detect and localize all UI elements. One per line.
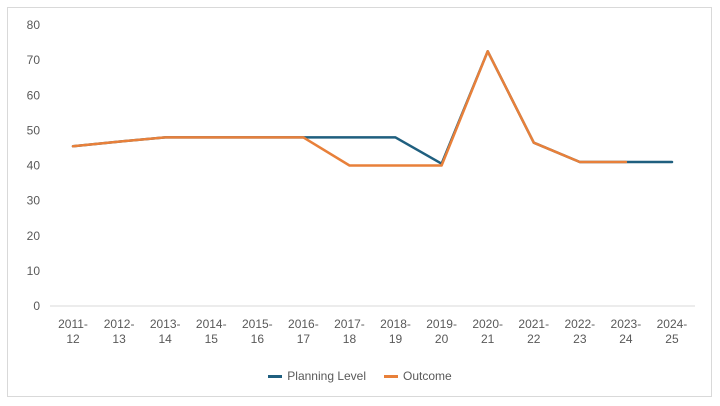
x-tick-label-line-1: 2018- xyxy=(380,317,411,331)
chart-frame xyxy=(7,7,712,397)
series-line-outcome xyxy=(71,50,628,167)
x-tick-label-line-2: 15 xyxy=(205,332,219,346)
x-tick-label-line-1: 2011- xyxy=(58,317,88,331)
legend-item-outcome: Outcome xyxy=(384,369,452,383)
x-tick-label-line-1: 2013- xyxy=(150,317,181,331)
x-tick-label-line-2: 19 xyxy=(389,332,403,346)
x-tick-label-line-2: 22 xyxy=(527,332,541,346)
x-tick-label: 2012-13 xyxy=(104,317,135,346)
x-tick-label: 2019-20 xyxy=(426,317,457,346)
x-tick-label-line-1: 2019- xyxy=(426,317,457,331)
x-tick-label: 2023-24 xyxy=(611,317,642,346)
x-tick-label-line-1: 2020- xyxy=(472,317,503,331)
legend-swatch-planning-level xyxy=(268,374,283,378)
x-tick-label-line-2: 20 xyxy=(435,332,449,346)
x-tick-label-line-1: 2022- xyxy=(564,317,595,331)
x-tick-label: 2021-22 xyxy=(518,317,549,346)
x-tick-label-line-1: 2016- xyxy=(288,317,319,331)
x-tick-label-line-1: 2015- xyxy=(242,317,273,331)
x-tick-label-line-1: 2024- xyxy=(657,317,688,331)
x-tick-label-line-2: 25 xyxy=(665,332,679,346)
series-line-planning-level xyxy=(71,50,674,165)
x-tick-label: 2022-23 xyxy=(564,317,595,346)
x-tick-label-line-1: 2021- xyxy=(518,317,549,331)
x-tick-label-line-2: 18 xyxy=(343,332,357,346)
x-tick-label: 2015-16 xyxy=(242,317,273,346)
y-tick-label-0: 0 xyxy=(33,299,40,313)
x-tick-label: 2011-12 xyxy=(58,317,88,346)
x-tick-label: 2013-14 xyxy=(150,317,181,346)
x-tick-label: 2016-17 xyxy=(288,317,319,346)
x-tick-label-line-2: 13 xyxy=(112,332,126,346)
x-tick-label: 2017-18 xyxy=(334,317,365,346)
x-tick-label: 2020-21 xyxy=(472,317,503,346)
x-tick-label-line-1: 2014- xyxy=(196,317,227,331)
x-tick-label: 2014-15 xyxy=(196,317,227,346)
x-tick-label-line-1: 2012- xyxy=(104,317,135,331)
y-tick-label-10: 10 xyxy=(27,264,41,278)
x-tick-label-line-2: 21 xyxy=(481,332,495,346)
x-tick-label-line-1: 2023- xyxy=(611,317,642,331)
y-tick-label-30: 30 xyxy=(27,194,41,208)
y-tick-label-60: 60 xyxy=(27,88,41,102)
x-tick-label-line-2: 16 xyxy=(251,332,265,346)
legend: Planning Level Outcome xyxy=(0,366,720,386)
legend-swatch-outcome xyxy=(384,374,399,378)
y-tick-label-20: 20 xyxy=(27,229,41,243)
x-tick-label: 2018-19 xyxy=(380,317,411,346)
y-tick-label-70: 70 xyxy=(27,53,41,67)
x-tick-label-line-2: 12 xyxy=(66,332,80,346)
legend-label-outcome: Outcome xyxy=(403,369,452,383)
y-tick-label-40: 40 xyxy=(27,159,41,173)
y-tick-label-80: 80 xyxy=(27,18,41,32)
x-tick-label-line-2: 24 xyxy=(619,332,633,346)
x-tick-label-line-2: 17 xyxy=(297,332,311,346)
legend-item-planning-level: Planning Level xyxy=(268,369,366,383)
x-tick-label-line-2: 23 xyxy=(573,332,587,346)
legend-label-planning-level: Planning Level xyxy=(287,369,367,383)
y-tick-label-50: 50 xyxy=(27,123,41,137)
x-tick-label-line-2: 14 xyxy=(158,332,172,346)
x-tick-label: 2024-25 xyxy=(657,317,688,346)
x-tick-label-line-1: 2017- xyxy=(334,317,365,331)
